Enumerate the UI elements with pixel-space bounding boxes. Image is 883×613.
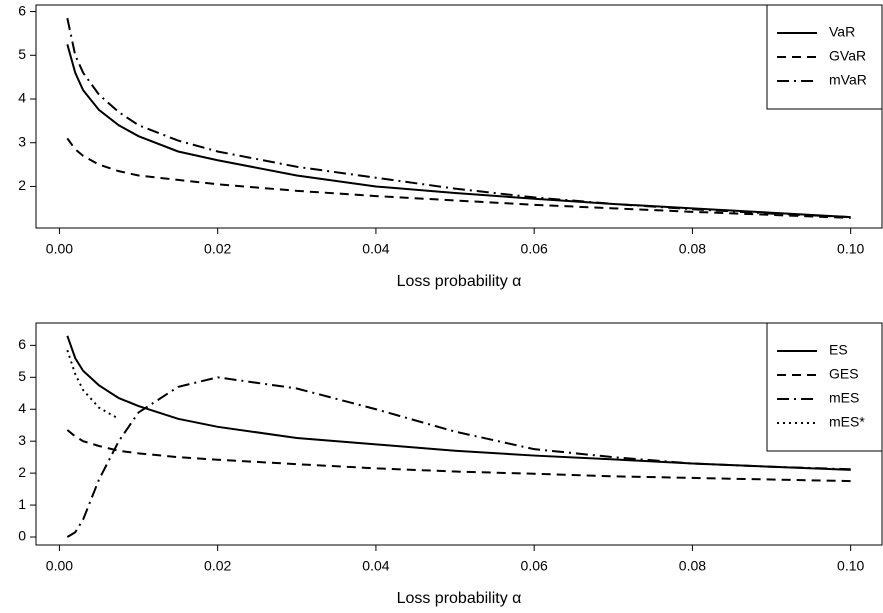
x-tick-label: 0.08 <box>679 241 706 257</box>
x-tick-label: 0.10 <box>837 558 864 574</box>
legend-label: ES <box>829 342 848 358</box>
series-line <box>66 335 851 471</box>
y-tick-label: 0 <box>18 528 26 544</box>
legend-label: mES* <box>829 414 865 430</box>
series-line <box>66 17 851 219</box>
y-tick-label: 1 <box>18 496 26 512</box>
x-tick-label: 0.00 <box>46 558 73 574</box>
y-tick-label: 2 <box>18 177 26 193</box>
legend-box <box>766 4 883 110</box>
x-axis-title: Loss probability α <box>397 273 522 290</box>
x-axis-title: Loss probability α <box>397 590 522 607</box>
y-tick-label: 4 <box>18 90 26 106</box>
x-tick-label: 0.06 <box>521 241 548 257</box>
legend-label: GVaR <box>829 48 866 64</box>
series-line <box>66 376 851 538</box>
plot-frame <box>35 322 883 546</box>
y-tick-label: 5 <box>18 368 26 384</box>
series-line <box>66 137 851 219</box>
x-tick-label: 0.02 <box>204 558 231 574</box>
y-tick-label: 5 <box>18 46 26 62</box>
legend-box <box>766 322 883 452</box>
x-tick-label: 0.00 <box>46 241 73 257</box>
y-tick-label: 2 <box>18 464 26 480</box>
y-tick-label: 4 <box>18 400 26 416</box>
legend-label: VaR <box>829 24 855 40</box>
series-line <box>66 44 851 219</box>
y-tick-label: 6 <box>18 336 26 352</box>
y-tick-label: 3 <box>18 133 26 149</box>
y-tick-label: 3 <box>18 432 26 448</box>
x-tick-label: 0.10 <box>837 241 864 257</box>
y-tick-label: 6 <box>18 2 26 18</box>
plot-frame <box>35 4 883 229</box>
legend-label: GES <box>829 366 859 382</box>
legend-label: mES <box>829 390 859 406</box>
x-tick-label: 0.06 <box>521 558 548 574</box>
x-tick-label: 0.02 <box>204 241 231 257</box>
series-line <box>66 349 120 420</box>
series-line <box>66 429 851 483</box>
x-tick-label: 0.04 <box>362 558 389 574</box>
x-tick-label: 0.04 <box>362 241 389 257</box>
x-tick-label: 0.08 <box>679 558 706 574</box>
legend-label: mVaR <box>829 72 867 88</box>
